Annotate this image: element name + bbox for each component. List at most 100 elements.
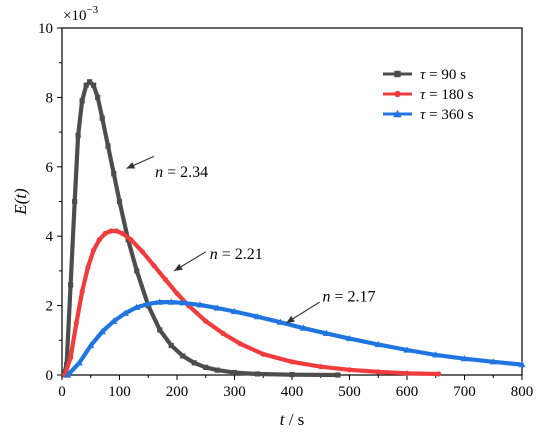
data-point [191,360,197,366]
data-point [180,353,186,359]
data-point [289,359,295,365]
legend-label: τ = 180 s [420,87,474,103]
data-point [68,282,74,288]
x-axis-title: t / s [280,410,305,429]
legend-item: τ = 360 s [383,107,474,123]
series-layer [61,79,526,378]
data-point [220,330,226,336]
data-point [299,324,308,331]
data-point [102,230,108,237]
data-point [73,320,79,326]
y-tick-label: 4 [46,229,54,245]
data-point [87,79,93,85]
annotation-arrow-head [126,162,136,169]
data-point [375,369,381,375]
annotation-layer: n = 2.34 n = 2.21 n = 2.17 [126,155,376,324]
data-point [119,230,125,237]
series-3 [64,298,526,378]
data-point [91,82,97,88]
legend-label: τ = 90 s [420,67,466,83]
axis-ticks: 0 100 200 300 400 500 600 700 800 0 2 4 6 8 10 [38,21,533,400]
annotation-label: n = 2.34 [155,164,208,181]
data-point [162,276,169,283]
legend-item: τ = 180 s [383,87,474,103]
data-point [98,328,106,335]
data-point [75,359,83,366]
data-point [196,301,204,308]
x-tick-label: 700 [453,384,476,400]
annotation-label: n = 2.21 [210,246,263,263]
legend-item: τ = 90 s [383,67,466,83]
annotation: n = 2.34 [126,155,208,181]
data-point [260,351,266,357]
data-point [231,369,238,376]
annotation-arrow-head [286,315,295,323]
data-point [403,346,411,353]
data-point [322,329,331,336]
data-point [179,299,187,306]
y-tick-label: 6 [46,160,54,176]
data-point [151,263,157,269]
y-multiplier-label: ×10−3 [63,4,99,24]
x-tick-label: 500 [338,384,361,400]
data-point [489,358,497,365]
data-point [404,370,410,376]
data-point [518,360,526,368]
data-point [254,371,261,377]
legend-label: τ = 360 s [420,107,474,123]
data-point [116,198,123,205]
series-2 [62,228,442,378]
legend-marker [394,70,401,78]
data-point [85,264,91,271]
data-point [253,313,262,320]
data-point [134,268,140,274]
data-point [96,237,102,243]
data-point [64,371,72,378]
data-point [114,228,120,234]
x-tick-label: 200 [166,384,189,400]
x-tick-label: 800 [511,384,534,400]
x-tick-label: 600 [396,384,419,400]
x-tick-label: 0 [58,384,66,400]
data-point [105,143,111,149]
data-point [110,317,118,324]
data-point [276,318,285,325]
data-point [139,249,146,255]
data-point [157,327,163,333]
data-point [237,341,243,347]
x-tick-label: 100 [108,384,131,400]
data-point [289,372,295,378]
data-point [68,355,74,361]
data-point [91,247,97,253]
data-point [460,355,469,362]
data-point [436,371,442,377]
data-point [346,367,353,373]
data-point [168,342,174,349]
data-point [203,364,209,370]
data-point [203,318,209,324]
data-point [345,334,354,342]
data-point [121,309,129,316]
legend: τ = 90 s τ = 180 s τ = 360 s [383,67,474,123]
data-point [108,228,114,234]
data-point [111,171,117,177]
legend-marker [394,90,401,98]
data-point [128,237,134,243]
y-tick-label: 0 [46,368,54,384]
data-point [335,372,341,378]
data-point [133,303,141,310]
data-point [374,340,382,348]
y-axis-title: E(t) [11,188,30,216]
data-point [83,82,89,88]
y-tick-label: 2 [46,299,54,315]
data-point [99,115,105,121]
annotation: n = 2.17 [285,288,376,324]
data-point [167,298,175,305]
x-tick-label: 400 [281,384,304,400]
annotation: n = 2.21 [173,246,263,272]
data-point [87,341,95,349]
data-point [79,289,85,295]
data-point [318,364,324,370]
data-point [72,198,78,205]
